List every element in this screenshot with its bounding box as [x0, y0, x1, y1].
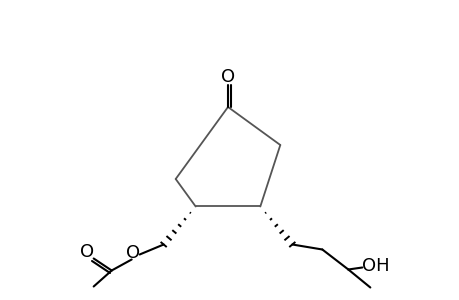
Text: O: O [220, 68, 235, 86]
Text: OH: OH [361, 257, 388, 275]
Text: O: O [125, 244, 140, 262]
Text: O: O [79, 244, 94, 262]
